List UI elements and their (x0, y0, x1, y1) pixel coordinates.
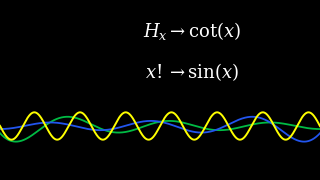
Text: $H_x \rightarrow \cot(x)$: $H_x \rightarrow \cot(x)$ (143, 20, 241, 42)
Text: $x! \rightarrow \sin(x)$: $x! \rightarrow \sin(x)$ (145, 61, 239, 83)
